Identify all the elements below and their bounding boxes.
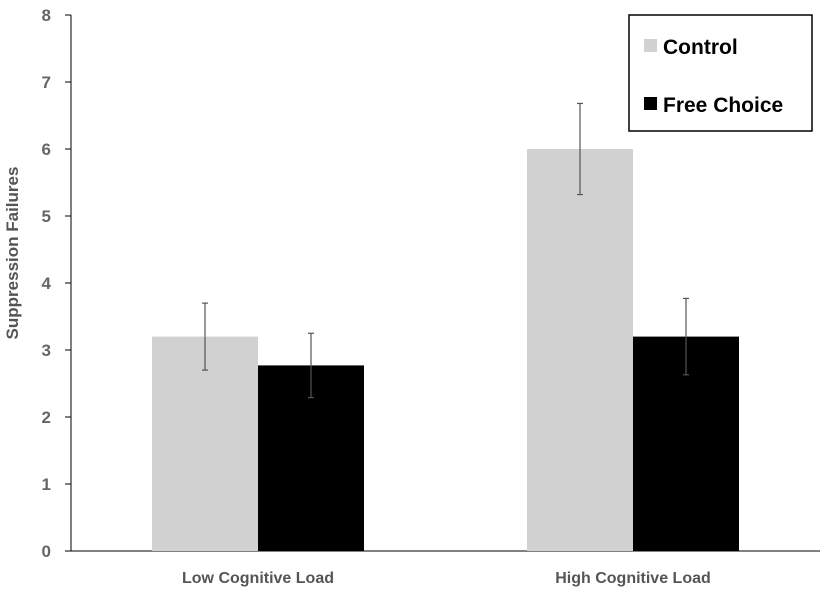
legend-label: Free Choice (663, 94, 783, 117)
bar-control (527, 149, 633, 551)
plot-area: 0 1 2 3 4 5 6 7 8 Low Cognitive Load High Cognitiv… (42, 6, 820, 587)
y-tick-label: 7 (42, 73, 51, 92)
y-tick-label: 2 (42, 408, 51, 427)
x-category-label: Low Cognitive Load (182, 570, 334, 587)
y-tick-label: 8 (42, 6, 51, 25)
legend-label: Control (663, 36, 738, 59)
legend-swatch (644, 97, 657, 110)
x-category-label: High Cognitive Load (555, 570, 711, 587)
y-tick-label: 1 (42, 475, 51, 494)
bar-control (152, 336, 258, 551)
y-tick-label: 5 (42, 207, 51, 226)
legend-swatch (644, 39, 657, 52)
y-tick-label: 3 (42, 341, 51, 360)
legend-box (628, 14, 813, 132)
y-tick-label: 0 (42, 542, 51, 561)
y-tick-label: 4 (42, 274, 52, 293)
legend: Control Free Choice (628, 14, 813, 132)
y-tick-label: 6 (42, 140, 51, 159)
y-axis-label: Suppression Failures (3, 167, 22, 340)
